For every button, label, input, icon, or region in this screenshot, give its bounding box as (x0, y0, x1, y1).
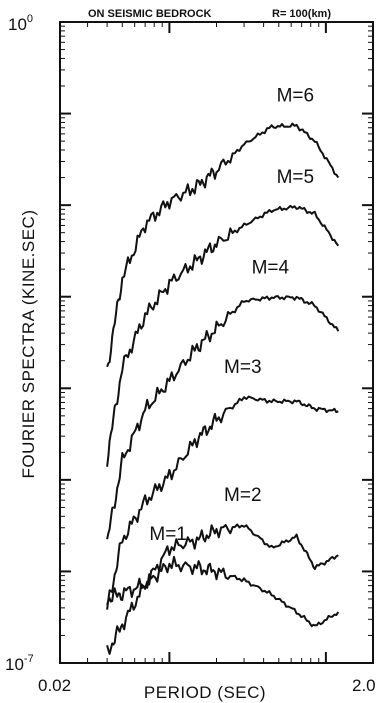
series-label: M=1 (149, 524, 187, 545)
chart-subtitle: R= 100(km) (272, 8, 331, 20)
magnitude-labels: M=6 M=5 M=4 M=3 M=2 M=1 (149, 86, 314, 546)
x-axis-title: PERIOD (SEC) (144, 683, 266, 702)
spectrum-curve-m5 (106, 204, 340, 467)
spectrum-curve-m3 (106, 395, 339, 610)
axis-ticks (59, 21, 374, 664)
spectrum-curve-m2 (106, 523, 339, 655)
plot-frame (59, 21, 374, 664)
y-axis-title: FOURIER SPECTRA (KINE.SEC) (19, 210, 38, 479)
x-tick-label-left: 0.02 (38, 676, 71, 695)
spectrum-curve-m1 (106, 555, 340, 628)
y-tick-label-bottom: 10-7 (5, 653, 34, 674)
spectrum-curve-m4 (106, 295, 340, 540)
spectra-curves (106, 122, 340, 655)
series-label: M=2 (224, 485, 262, 506)
series-label: M=3 (224, 357, 262, 378)
x-tick-label-right: 2.0 (352, 676, 376, 695)
y-tick-label-top: 100 (8, 13, 33, 34)
series-label: M=4 (252, 258, 290, 279)
chart-title: ON SEISMIC BEDROCK (88, 8, 212, 20)
series-label: M=5 (277, 167, 315, 188)
spectrum-curve-m6 (106, 122, 340, 368)
series-label: M=6 (277, 86, 315, 107)
